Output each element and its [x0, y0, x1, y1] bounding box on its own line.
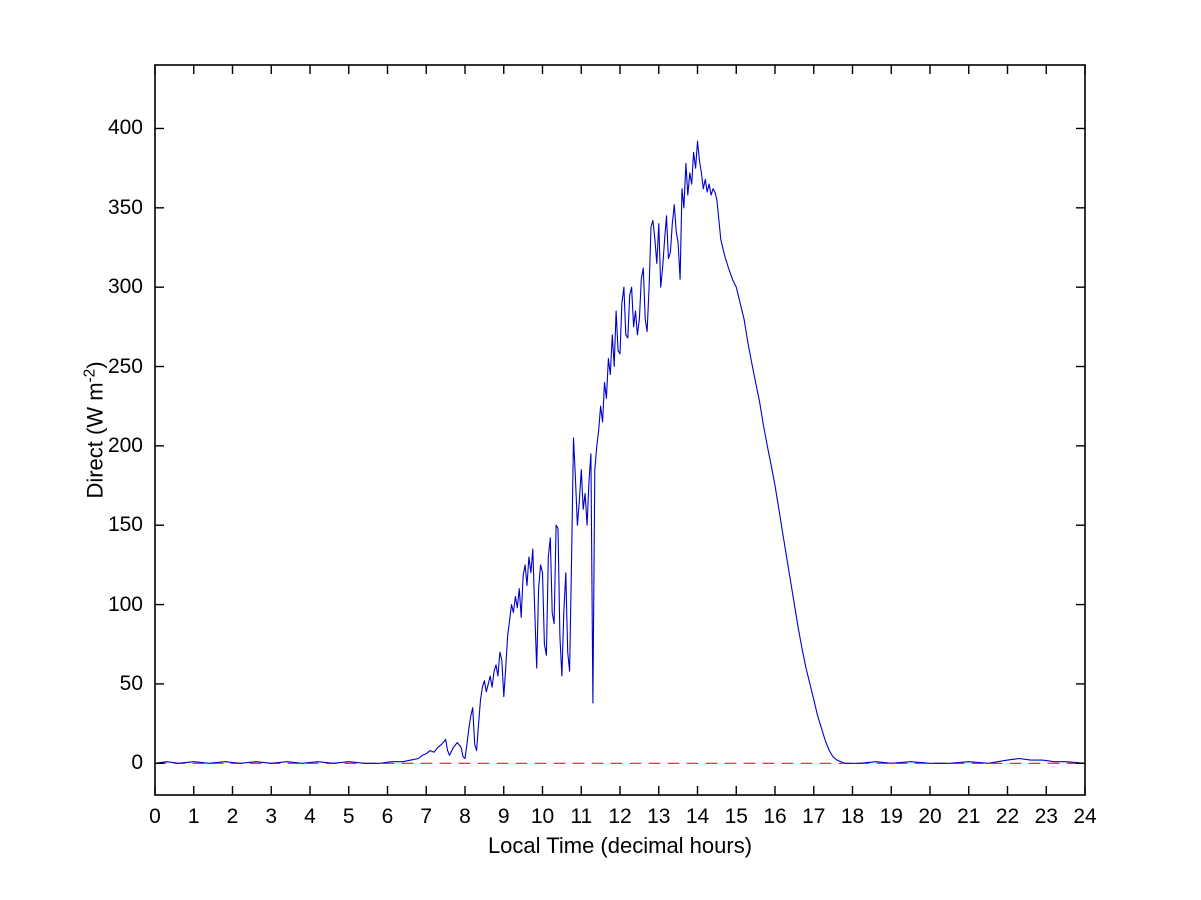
x-tick-label: 0	[149, 805, 161, 828]
y-tick-label: 400	[107, 116, 143, 140]
y-tick-label: 300	[107, 275, 143, 299]
y-tick-label: 100	[107, 592, 143, 616]
x-tick-label: 4	[304, 805, 316, 828]
x-tick-label: 14	[685, 805, 710, 828]
x-tick-label: 20	[918, 805, 942, 828]
y-tick-label: 0	[131, 751, 143, 775]
x-tick-label: 10	[530, 805, 555, 828]
x-tick-label: 11	[570, 805, 593, 828]
x-tick-label: 13	[647, 805, 671, 828]
y-axis-label-main: Direct (W m	[82, 382, 108, 499]
x-tick-label: 9	[497, 805, 510, 828]
x-tick-label: 2	[226, 805, 239, 828]
x-tick-label: 12	[608, 805, 632, 828]
x-tick-label: 1	[187, 805, 200, 828]
x-tick-label: 24	[1073, 805, 1097, 828]
y-tick-label: 350	[107, 195, 143, 219]
x-tick-label: 15	[724, 805, 748, 828]
y-tick-label: 200	[107, 433, 143, 457]
x-tick-label: 16	[763, 805, 787, 828]
x-tick-label: 8	[459, 805, 471, 828]
x-tick-label: 7	[420, 805, 433, 828]
y-tick-label: 50	[119, 671, 143, 695]
x-tick-label: 19	[879, 805, 903, 828]
x-axis-label: Local Time (decimal hours)	[487, 833, 753, 858]
x-tick-label: 18	[840, 805, 865, 828]
x-tick-label: 6	[381, 805, 394, 828]
x-tick-label: 21	[957, 805, 981, 828]
x-tick-label: 3	[265, 805, 278, 828]
x-tick-label: 22	[995, 805, 1020, 828]
direct-irradiance-line	[154, 140, 1086, 764]
y-tick-label: 150	[107, 513, 143, 537]
y-axis-label: Direct (W m-2)	[81, 361, 108, 498]
y-axis-label-close: )	[82, 361, 108, 369]
x-tick-label: 23	[1034, 805, 1058, 828]
y-tick-label: 250	[107, 354, 143, 378]
plot-box	[154, 64, 1086, 796]
x-tick-label: 17	[802, 805, 826, 828]
x-tick-label: 5	[342, 805, 355, 828]
y-axis-label-exponent: -2	[81, 368, 99, 383]
